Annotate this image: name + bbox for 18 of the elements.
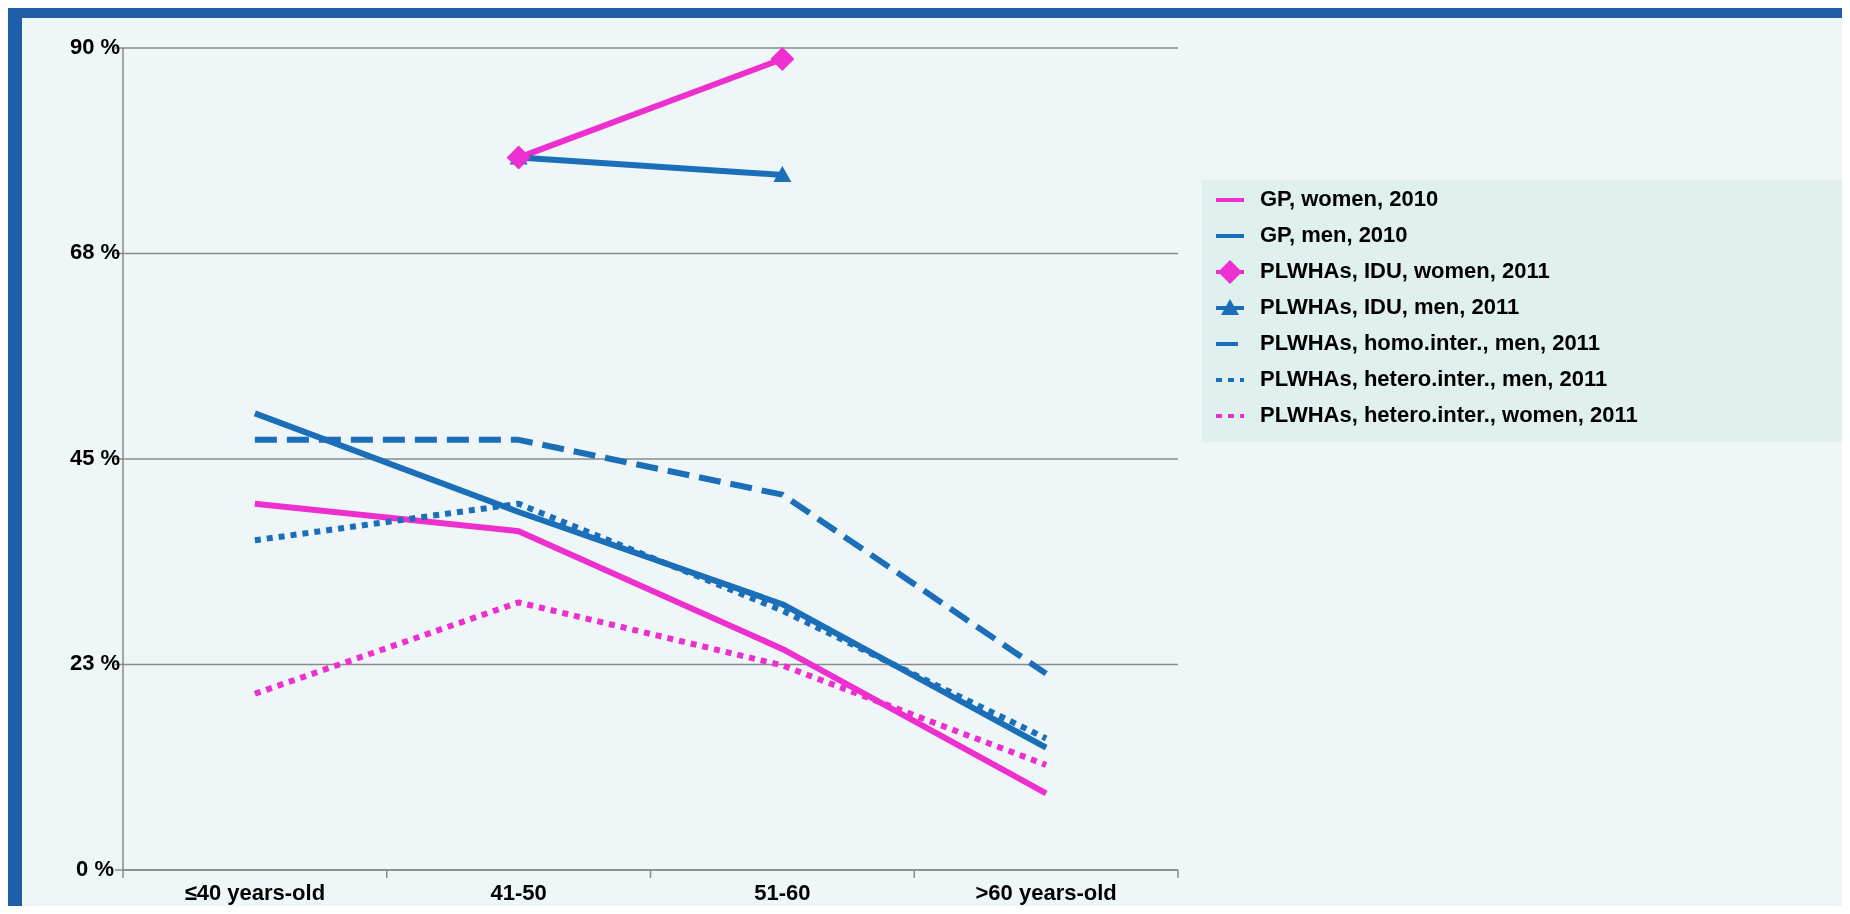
y-tick-label: 90 %	[69, 33, 121, 59]
legend-label: PLWHAs, hetero.inter., men, 2011	[1260, 365, 1608, 391]
x-tick-label: 41-50	[490, 880, 547, 905]
y-tick-label: 23 %	[69, 650, 121, 676]
legend-label: PLWHAs, IDU, women, 2011	[1260, 257, 1550, 283]
point	[506, 145, 531, 170]
y-tick-label: 0 %	[76, 855, 114, 881]
x-tick-label: >60 years-old	[975, 880, 1117, 905]
point	[770, 46, 795, 71]
x-tick-label: ≤40 years-old	[184, 880, 326, 905]
legend-label: PLWHAs, hetero.inter., women, 2011	[1260, 401, 1638, 427]
legend-label: PLWHAs, homo.inter., men, 2011	[1260, 329, 1600, 355]
legend-label: GP, men, 2010	[1260, 221, 1408, 247]
y-tick-label: 68 %	[69, 239, 121, 265]
x-tick-label: 51-60	[754, 880, 811, 905]
legend-label: PLWHAs, IDU, men, 2011	[1260, 293, 1520, 319]
legend-label: GP, women, 2010	[1260, 185, 1439, 211]
y-tick-label: 45 %	[69, 444, 121, 470]
